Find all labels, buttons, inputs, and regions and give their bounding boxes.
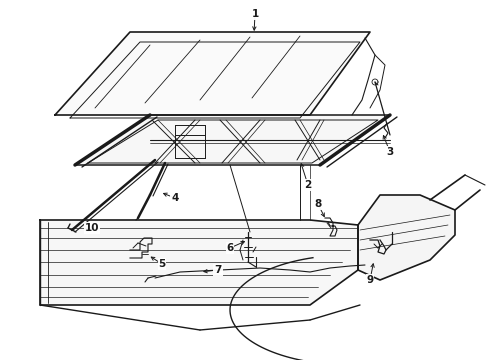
Text: 5: 5	[158, 259, 166, 269]
Polygon shape	[55, 32, 370, 115]
Polygon shape	[75, 115, 390, 165]
Text: 10: 10	[85, 223, 99, 233]
Polygon shape	[358, 195, 455, 280]
Text: 2: 2	[304, 180, 312, 190]
Text: 7: 7	[214, 265, 221, 275]
Text: 4: 4	[172, 193, 179, 203]
Text: 6: 6	[226, 243, 234, 253]
Text: 1: 1	[251, 9, 259, 19]
Text: 3: 3	[387, 147, 393, 157]
Text: 9: 9	[367, 275, 373, 285]
Polygon shape	[40, 220, 358, 305]
Text: 8: 8	[315, 199, 321, 209]
